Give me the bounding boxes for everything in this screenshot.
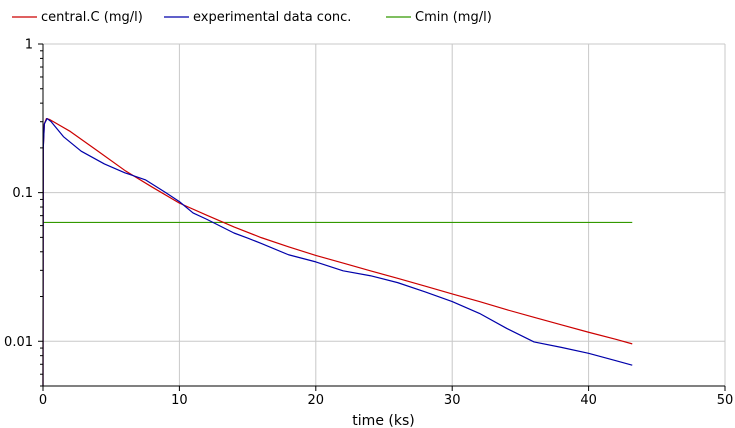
tick-labels: 0 10 20 30 40 50 0.01 0.1 1 [4,38,733,409]
legend-label: central.C (mg/l) [41,10,143,25]
series-line-experimental-data-conc [42,117,633,387]
x-axis-title: time (ks) [352,413,414,428]
series-layer [42,117,633,387]
y-tick-label: 0.01 [4,335,33,350]
x-tick-label: 40 [580,393,597,408]
axes [38,43,726,391]
grid [43,43,726,386]
x-tick-label: 20 [308,393,325,408]
legend-label: Cmin (mg/l) [415,10,492,25]
legend-label: experimental data conc. [193,10,351,25]
y-tick-label: 0.1 [12,186,33,201]
legend: central.C (mg/l) experimental data conc. C… [12,10,492,25]
x-tick-label: 50 [717,393,734,408]
x-tick-label: 0 [39,393,47,408]
x-tick-label: 10 [171,393,188,408]
series-line-central-c-mg-l [42,117,633,387]
x-tick-label: 30 [444,393,461,408]
y-tick-label: 1 [25,38,33,53]
